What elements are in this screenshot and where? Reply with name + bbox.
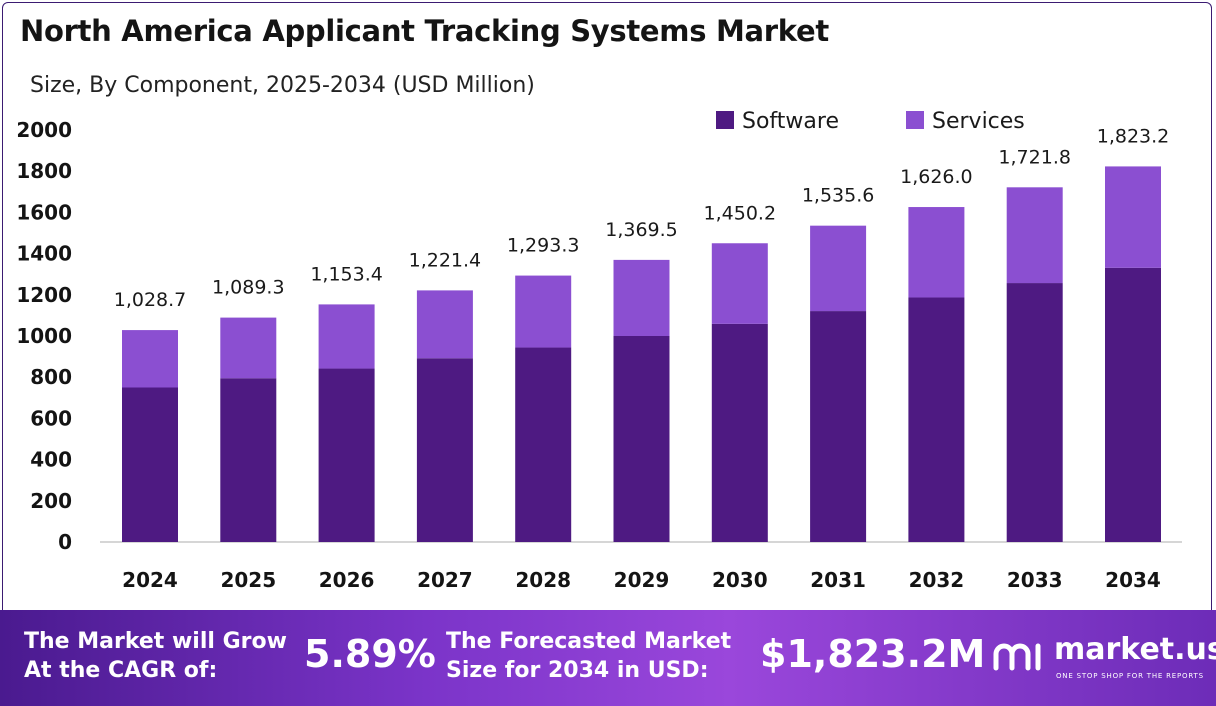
- brand-tagline: ONE STOP SHOP FOR THE REPORTS: [1056, 672, 1204, 680]
- data-label-total-2025: 1,089.3: [212, 277, 285, 299]
- bar-services-2025: [220, 317, 277, 379]
- data-label-total-2032: 1,626.0: [900, 166, 973, 188]
- data-label-total-2034: 1,823.2: [1097, 125, 1170, 147]
- legend-label-software: Software: [742, 109, 839, 134]
- x-tick-label-2031: 2031: [810, 568, 866, 592]
- x-tick-label-2032: 2032: [909, 568, 965, 592]
- legend-swatch-software: [716, 111, 734, 129]
- y-tick-label: 200: [30, 489, 72, 513]
- data-label-total-2024: 1,028.7: [114, 289, 187, 311]
- data-label-total-2026: 1,153.4: [310, 263, 383, 285]
- x-tick-label-2033: 2033: [1007, 568, 1063, 592]
- cagr-label: The Market will Grow At the CAGR of:: [24, 627, 287, 685]
- summary-footer: The Market will Grow At the CAGR of: 5.8…: [0, 610, 1216, 706]
- y-tick-label: 400: [30, 448, 72, 472]
- bar-services-2027: [416, 290, 473, 359]
- data-label-total-2028: 1,293.3: [507, 235, 580, 257]
- stacked-bar-chart: 0 200 400 600 800 1000 1200 1400 1600 1800 2000 1,0…: [16, 109, 1182, 592]
- y-tick-label: 600: [30, 406, 72, 430]
- chart-subtitle: Size, By Component, 2025-2034 (USD Milli…: [30, 73, 535, 98]
- bar-services-2030: [711, 243, 768, 324]
- brand-name: market.us: [1054, 632, 1216, 667]
- forecast-label-line1: The Forecasted Market: [446, 629, 732, 654]
- bar-software-2024: [122, 387, 178, 542]
- forecast-label: The Forecasted Market Size for 2034 in U…: [446, 627, 731, 685]
- data-label-total-2029: 1,369.5: [605, 219, 678, 241]
- y-tick-label: 1200: [16, 283, 72, 307]
- y-tick-label: 1800: [16, 159, 72, 183]
- bar-software-2027: [416, 358, 473, 542]
- data-label-total-2027: 1,221.4: [409, 249, 482, 271]
- forecast-value: $1,823.2M: [760, 632, 986, 676]
- y-tick-label: 1000: [16, 324, 72, 348]
- x-tick-label-2027: 2027: [417, 568, 473, 592]
- data-label-total-2033: 1,721.8: [998, 146, 1071, 168]
- chart-title: North America Applicant Tracking Systems…: [20, 14, 829, 48]
- y-tick-label: 1400: [16, 242, 72, 266]
- bar-services-2034: [1105, 166, 1161, 268]
- bar-services-2024: [122, 330, 178, 388]
- bar-software-2028: [515, 347, 572, 542]
- bar-software-2032: [908, 297, 965, 542]
- x-tick-label-2026: 2026: [319, 568, 375, 592]
- bar-services-2031: [810, 225, 867, 312]
- bar-services-2026: [318, 304, 375, 369]
- y-tick-label: 1600: [16, 200, 72, 224]
- cagr-label-line2: At the CAGR of:: [24, 658, 218, 683]
- y-tick-label: 2000: [16, 118, 72, 142]
- legend-label-services: Services: [932, 109, 1025, 134]
- y-tick-label: 0: [58, 530, 72, 554]
- x-tick-label-2024: 2024: [122, 568, 178, 592]
- x-tick-label-2025: 2025: [220, 568, 276, 592]
- bar-software-2031: [810, 311, 867, 542]
- cagr-value: 5.89%: [304, 632, 436, 676]
- bar-software-2030: [711, 323, 768, 542]
- legend-swatch-services: [906, 111, 924, 129]
- data-label-total-2030: 1,450.2: [704, 202, 777, 224]
- bar-services-2032: [908, 207, 965, 298]
- y-tick-label: 800: [30, 365, 72, 389]
- x-tick-label-2030: 2030: [712, 568, 768, 592]
- bar-services-2033: [1006, 187, 1063, 284]
- bar-services-2029: [613, 259, 670, 336]
- bar-services-2028: [515, 275, 572, 348]
- data-label-total-2031: 1,535.6: [802, 185, 875, 207]
- market-us-logo-icon: [993, 643, 1041, 671]
- bar-software-2029: [613, 336, 670, 542]
- bar-software-2025: [220, 378, 277, 542]
- bar-software-2033: [1006, 283, 1063, 542]
- cagr-label-line1: The Market will Grow: [24, 629, 287, 654]
- x-tick-label-2029: 2029: [614, 568, 670, 592]
- bar-software-2034: [1105, 267, 1161, 542]
- x-tick-label-2028: 2028: [515, 568, 571, 592]
- forecast-label-line2: Size for 2034 in USD:: [446, 658, 709, 683]
- x-tick-label-2034: 2034: [1105, 568, 1161, 592]
- bar-software-2026: [318, 368, 375, 542]
